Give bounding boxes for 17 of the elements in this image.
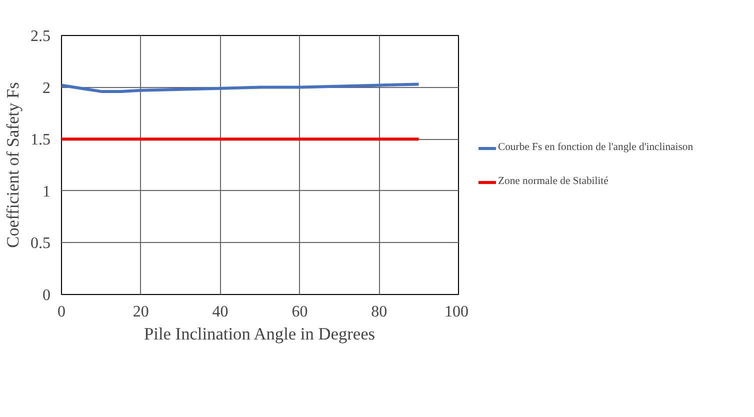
y-tick-label: 2.5 xyxy=(30,28,50,45)
y-axis-title: Coefficient of Safety Fs xyxy=(4,82,22,248)
y-tick-label: 0 xyxy=(42,287,50,304)
y-tick-label: 0.5 xyxy=(30,235,50,252)
x-tick-label: 20 xyxy=(132,304,149,320)
y-tick-label: 1.5 xyxy=(30,132,50,149)
x-tick-label: 100 xyxy=(444,304,468,320)
x-tick-label: 0 xyxy=(58,304,66,320)
y-tick-label: 1 xyxy=(42,183,50,200)
legend-label: Zone normale de Stabilité xyxy=(498,176,608,187)
line-series xyxy=(62,82,420,93)
y-tick-label: 2 xyxy=(42,80,50,97)
x-tick-label: 40 xyxy=(212,304,228,320)
legend-label: Courbe Fs en fonction de l'angle d'inclinaison xyxy=(498,142,694,153)
x-tick-label: 80 xyxy=(371,304,388,320)
x-tick-label: 60 xyxy=(292,304,308,320)
x-axis-title: Pile Inclination Angle in Degrees xyxy=(144,324,376,344)
